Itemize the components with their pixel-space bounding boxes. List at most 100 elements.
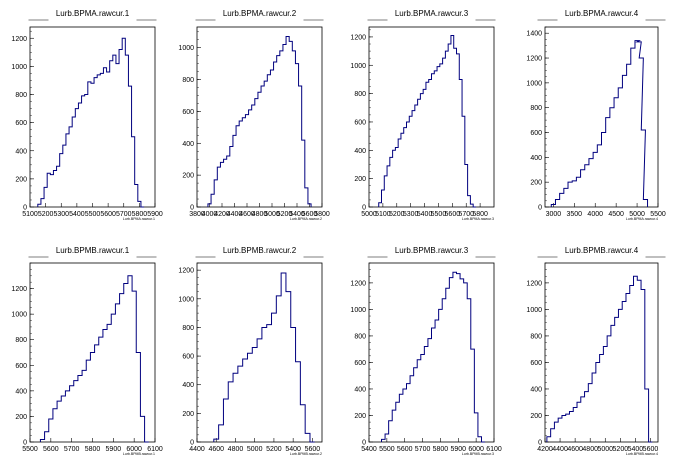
x-axis-label: Lurb.BPMA.rawcur.2 [290, 217, 322, 221]
y-tick-label: 400 [182, 141, 194, 148]
x-tick-label: 5600 [100, 211, 116, 218]
x-tick-label: 5800 [433, 446, 449, 453]
title-box [195, 242, 324, 257]
y-tick-label: 600 [182, 354, 194, 361]
y-tick-label: 600 [182, 109, 194, 116]
x-tick-label: 5400 [361, 446, 377, 453]
plot-frame [544, 262, 659, 443]
x-tick-label: 4800 [252, 211, 268, 218]
x-tick-label: 3000 [546, 211, 562, 218]
x-tick-label: 5700 [415, 446, 431, 453]
x-tick-label: 5200 [266, 446, 282, 453]
y-tick-label: 0 [190, 205, 194, 212]
y-tick-label: 400 [530, 155, 542, 162]
x-tick-label: 5600 [302, 211, 318, 218]
x-tick-label: 4500 [608, 211, 624, 218]
y-tick-label: 1400 [526, 31, 542, 38]
x-tick-label: 5900 [450, 446, 466, 453]
histogram-panel-2: Lurb.BPMA.rawcur.20200400600800100038004… [178, 5, 330, 221]
x-tick-label: 5600 [643, 446, 659, 453]
y-tick-label: 1200 [526, 56, 542, 63]
y-tick-label: 1200 [11, 36, 27, 43]
x-tick-label: 5600 [397, 446, 413, 453]
histogram-line [213, 272, 315, 443]
x-tick-label: 5500 [431, 211, 447, 218]
y-tick-label: 0 [23, 440, 27, 447]
x-tick-label: 5200 [389, 211, 405, 218]
x-tick-label: 5800 [132, 211, 148, 218]
histogram-line [378, 35, 476, 208]
x-tick-label: 6000 [468, 446, 484, 453]
x-tick-label: 5400 [285, 446, 301, 453]
x-tick-label: 5000 [264, 211, 280, 218]
x-axis-label: Lurb.BPMB.rawcur.1 [123, 452, 155, 456]
x-tick-label: 6100 [147, 446, 163, 453]
x-tick-label: 5000 [597, 446, 613, 453]
x-tick-label: 5500 [22, 446, 38, 453]
y-tick-label: 400 [530, 386, 542, 393]
y-tick-label: 800 [354, 333, 366, 340]
chart-title: Lurb.BPMA.rawcur.4 [565, 9, 639, 18]
x-tick-label: 5000 [247, 446, 263, 453]
y-tick-label: 200 [15, 176, 27, 183]
chart-title: Lurb.BPMB.rawcur.2 [223, 246, 297, 255]
y-tick-label: 0 [362, 205, 366, 212]
title-box [537, 5, 666, 20]
histogram-panel-3: Lurb.BPMA.rawcur.3 0 200 400 600 800 1000 1200 5… [350, 5, 496, 221]
x-tick-label: 5300 [53, 211, 69, 218]
y-tick-label: 1000 [350, 307, 366, 314]
x-tick-label: 6100 [486, 446, 502, 453]
y-tick-label: 0 [538, 440, 542, 447]
title-box [367, 242, 496, 257]
y-tick-label: 200 [530, 180, 542, 187]
title-box [195, 5, 324, 20]
x-tick-label: 5600 [305, 446, 321, 453]
x-tick-label: 3500 [567, 211, 583, 218]
y-tick-label: 600 [354, 360, 366, 367]
y-tick-label: 1000 [350, 63, 366, 70]
y-tick-label: 800 [15, 337, 27, 344]
y-tick-label: 1200 [350, 34, 366, 41]
title-box [28, 242, 157, 257]
x-tick-label: 5800 [85, 446, 101, 453]
chart-title: Lurb.BPMA.rawcur.2 [223, 9, 297, 18]
x-tick-label: 4200 [537, 446, 553, 453]
x-axis-label: Lurb.BPMA.rawcur.4 [626, 217, 658, 221]
x-tick-label: 3800 [189, 211, 205, 218]
y-tick-label: 200 [15, 414, 27, 421]
x-tick-label: 4600 [239, 211, 255, 218]
y-tick-label: 800 [530, 333, 542, 340]
plot-frame [29, 26, 156, 208]
x-tick-label: 4400 [189, 446, 205, 453]
histogram-line [381, 271, 486, 443]
x-tick-label: 5600 [43, 446, 59, 453]
x-tick-label: 5000 [361, 211, 377, 218]
x-tick-label: 5900 [106, 446, 122, 453]
x-tick-label: 5400 [417, 211, 433, 218]
x-tick-label: 5800 [314, 211, 330, 218]
chart-title: Lurb.BPMB.rawcur.1 [56, 246, 130, 255]
y-tick-label: 1000 [526, 80, 542, 87]
x-tick-label: 5500 [85, 211, 101, 218]
histogram-panel-7: Lurb.BPMB.rawcur.3 0 200 400 600 800 1000 1200 5… [350, 242, 502, 456]
y-tick-label: 1000 [178, 45, 194, 52]
y-tick-label: 200 [182, 173, 194, 180]
y-tick-label: 400 [15, 388, 27, 395]
x-tick-label: 5800 [472, 211, 488, 218]
y-tick-label: 1000 [178, 296, 194, 303]
plot-frame [368, 262, 495, 443]
x-tick-label: 5400 [69, 211, 85, 218]
y-tick-label: 1000 [526, 307, 542, 314]
y-tick-label: 400 [15, 148, 27, 155]
plot-frame [368, 26, 495, 208]
histogram-line [39, 275, 149, 443]
x-tick-label: 6000 [126, 446, 142, 453]
x-tick-label: 4400 [552, 446, 568, 453]
plot-frame [196, 262, 323, 443]
y-tick-label: 1000 [11, 312, 27, 319]
y-tick-label: 400 [182, 382, 194, 389]
y-tick-label: 600 [15, 363, 27, 370]
x-tick-label: 5400 [628, 446, 644, 453]
y-tick-label: 1200 [350, 280, 366, 287]
